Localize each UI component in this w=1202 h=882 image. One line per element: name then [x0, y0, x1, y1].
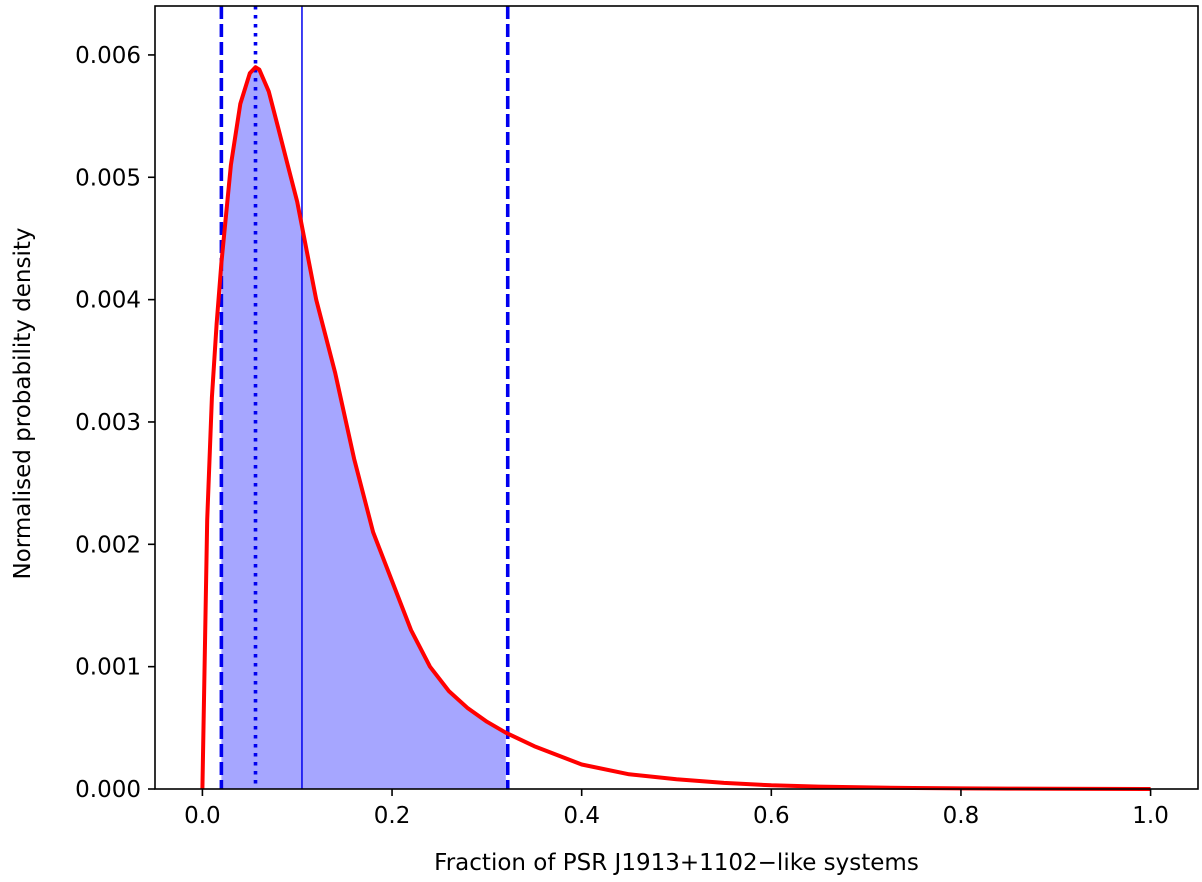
- plot-frame: [154, 5, 1199, 790]
- credible-interval-area: [221, 67, 506, 789]
- reference-lines-layer: [219, 6, 510, 789]
- credible-interval-shade-layer: [221, 67, 506, 789]
- y-tick-label: 0.004: [75, 288, 141, 314]
- y-axis-label: Normalised probability density: [10, 227, 36, 579]
- series-layer: [200, 65, 1151, 791]
- x-tick-label: 0.2: [374, 803, 411, 829]
- x-axis-label: Fraction of PSR J1913+1102−like systems: [434, 850, 919, 876]
- x-tick-label: 1.0: [1132, 803, 1169, 829]
- y-tick-label: 0.001: [75, 655, 141, 681]
- x-tick-label: 0.6: [753, 803, 790, 829]
- y-tick-label: 0.006: [75, 43, 141, 69]
- y-axis-ticks: 0.000 0.001 0.002 0.003 0.004 0.005 0.006: [75, 43, 155, 803]
- y-tick-label: 0.000: [75, 777, 141, 803]
- x-tick-label: 0.0: [184, 803, 221, 829]
- x-tick-label: 0.4: [563, 803, 600, 829]
- density-curve: [200, 65, 1151, 791]
- y-tick-label: 0.003: [75, 410, 141, 436]
- x-tick-label: 0.8: [943, 803, 980, 829]
- y-tick-label: 0.002: [75, 532, 141, 558]
- y-tick-label: 0.005: [75, 165, 141, 191]
- x-axis-ticks: 0.0 0.2 0.4 0.6 0.8 1.0: [184, 789, 1169, 829]
